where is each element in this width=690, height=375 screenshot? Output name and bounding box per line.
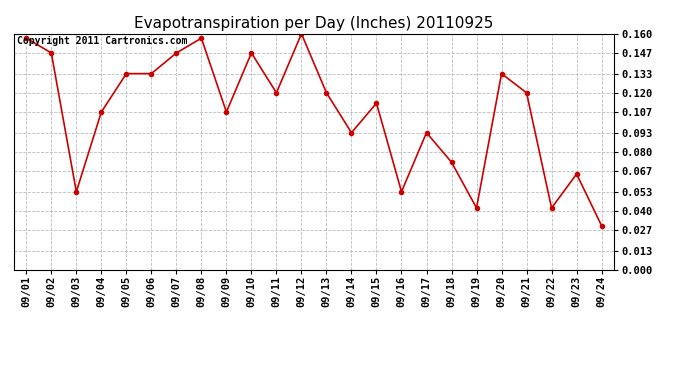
Text: Copyright 2011 Cartronics.com: Copyright 2011 Cartronics.com — [17, 36, 187, 46]
Title: Evapotranspiration per Day (Inches) 20110925: Evapotranspiration per Day (Inches) 2011… — [135, 16, 493, 31]
